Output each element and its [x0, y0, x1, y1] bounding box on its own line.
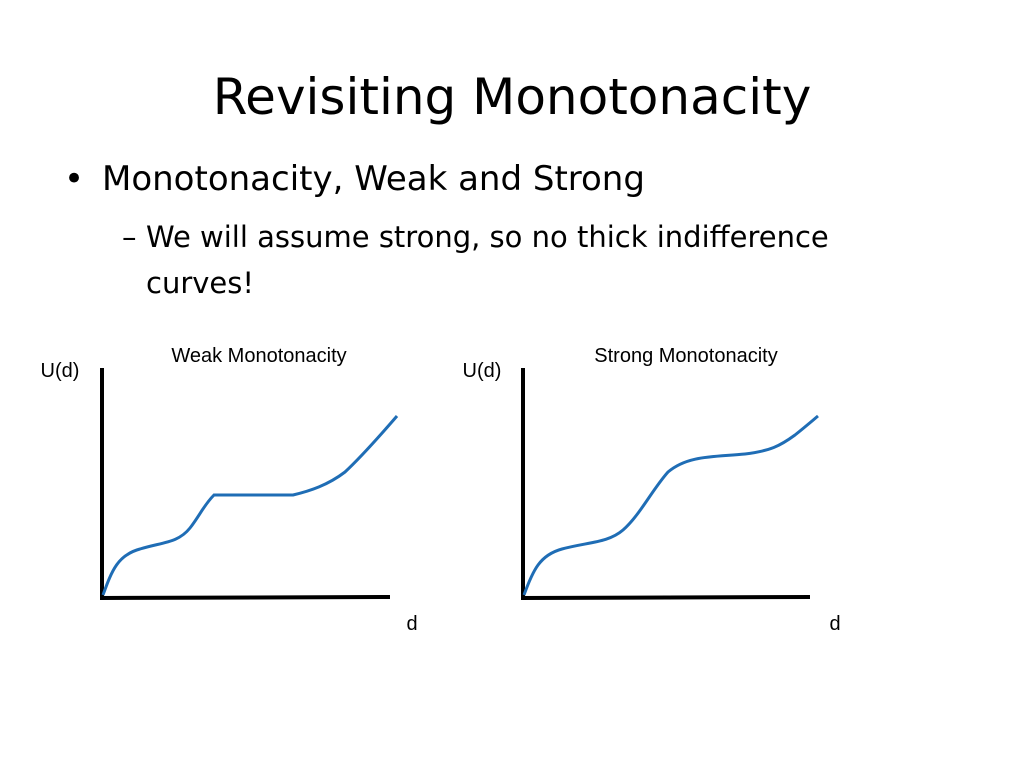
strong-diagram-title: Strong Monotonacity: [594, 345, 777, 367]
weak-y-axis-label: U(d): [41, 360, 80, 382]
sub-bullet-item: – We will assume strong, so no thick ind…: [122, 214, 936, 306]
weak-x-axis-label: d: [406, 613, 417, 635]
slide-title: Revisiting Monotonacity: [212, 68, 812, 126]
strong-x-axis: [520, 595, 811, 600]
sub-bullet-text: We will assume strong, so no thick indif…: [146, 220, 829, 300]
weak-diagram: Weak Monotonacity U(d) d: [41, 345, 418, 635]
weak-diagram-title: Weak Monotonacity: [171, 345, 346, 367]
strong-diagram: Strong Monotonacity U(d) d: [463, 345, 841, 635]
dash-marker: –: [122, 220, 137, 254]
weak-utility-curve: [101, 415, 399, 596]
bullet-text: Monotonacity, Weak and Strong: [102, 159, 645, 199]
strong-y-axis-label: U(d): [463, 360, 502, 382]
strong-utility-curve: [522, 414, 819, 596]
bullet-item: Monotonacity, Weak and Strong: [64, 156, 964, 202]
weak-x-axis: [99, 595, 391, 600]
bullet-list: Monotonacity, Weak and Strong – We will …: [64, 156, 964, 306]
strong-x-axis-label: d: [829, 613, 840, 635]
